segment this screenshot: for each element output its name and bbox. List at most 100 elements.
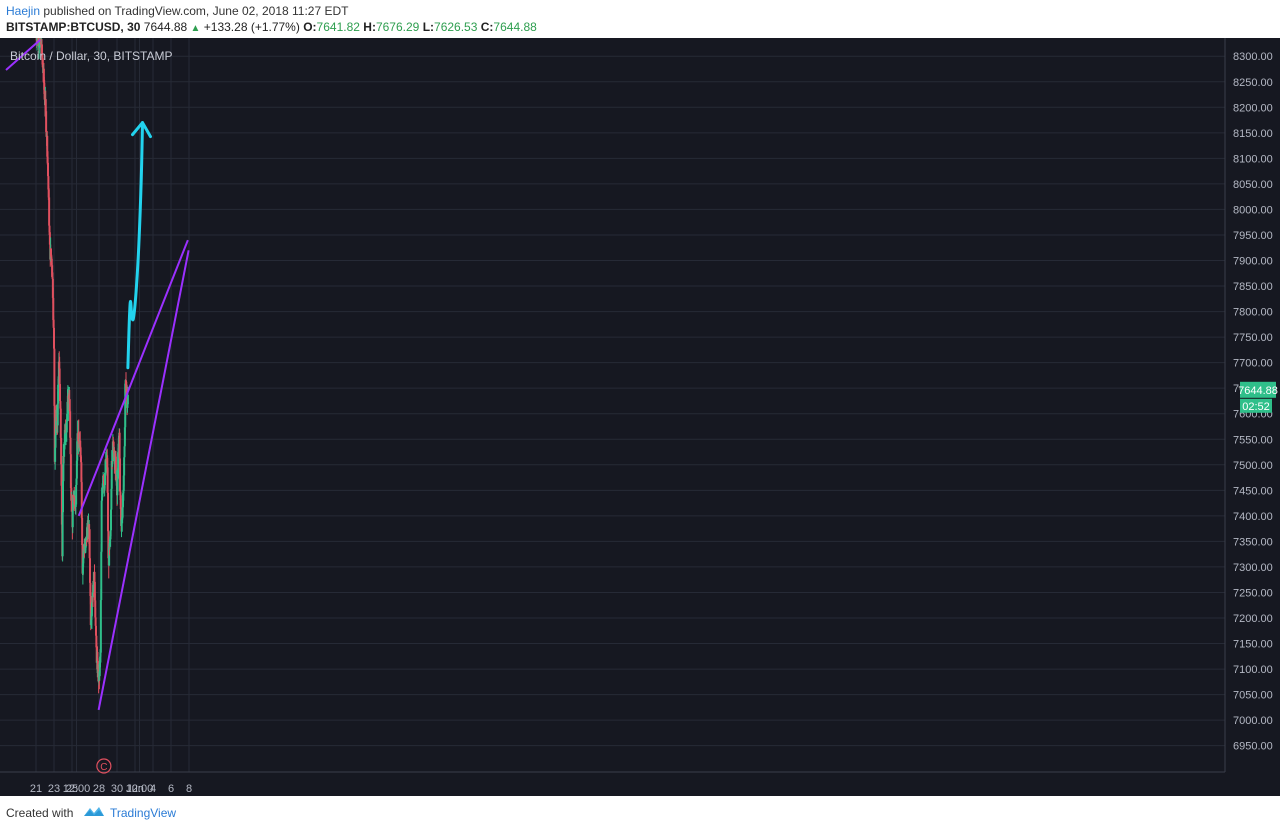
candle-body (107, 531, 110, 559)
candle-body (100, 500, 103, 552)
chart-footer: Created with TradingView (0, 796, 1280, 829)
countdown-tag (1240, 398, 1272, 413)
arrow-up-icon (131, 121, 152, 139)
candle-body (41, 44, 43, 55)
candle-body (53, 405, 56, 462)
price-tags: 7644.88 02:52 (1238, 381, 1278, 413)
y-tick-label: 8200.00 (1233, 102, 1273, 114)
candle-body (93, 571, 96, 582)
candle-body (52, 297, 55, 321)
candle-body (79, 440, 82, 448)
candle-body (114, 456, 117, 480)
candle-body (42, 68, 45, 83)
candle-body (48, 232, 51, 245)
y-tick-label: 7400.00 (1233, 511, 1273, 523)
candle-body (60, 464, 63, 486)
publish-text: published on TradingView.com, June 02, 2… (43, 4, 349, 18)
candle-body (54, 435, 57, 448)
y-tick-label: 8000.00 (1233, 204, 1273, 216)
y-tick-label: 7300.00 (1233, 562, 1273, 574)
candle-body (60, 437, 63, 465)
candle-body (69, 437, 72, 455)
y-tick-label: 7800.00 (1233, 307, 1273, 319)
y-tick-label: 7900.00 (1233, 256, 1273, 268)
price-chart[interactable]: 6950.00 7000.00 7050.00 7100.00 7150.00 7200.… (0, 23, 1280, 796)
chart-area[interactable]: 6950.00 7000.00 7050.00 7100.00 7150.00 7200.… (0, 23, 1280, 796)
candle-body (62, 481, 64, 513)
candle-body (80, 482, 83, 518)
candle-body (53, 348, 56, 406)
y-tick-label: 7950.00 (1233, 230, 1273, 242)
candle-body (110, 460, 113, 489)
candle-body (117, 452, 120, 479)
y-tick-label: 6950.00 (1233, 741, 1273, 753)
y-tick-label: 7500.00 (1233, 460, 1273, 472)
candle-body (104, 458, 107, 473)
candle-body (48, 225, 51, 233)
candle-body (95, 635, 98, 648)
candle-body (69, 454, 72, 489)
candle-body (75, 460, 78, 479)
y-tick-label: 7350.00 (1233, 536, 1273, 548)
y-tick-label: 8100.00 (1233, 153, 1273, 165)
candle-body (104, 472, 106, 486)
candle-body (68, 399, 71, 412)
candle-body (41, 54, 44, 59)
chart-header: Haejin published on TradingView.com, Jun… (0, 0, 1280, 38)
candle-body (118, 432, 121, 459)
candle-body (88, 529, 91, 559)
tradingview-logo-icon[interactable] (82, 804, 106, 820)
y-tick-label: 8250.00 (1233, 77, 1273, 89)
candle-body (89, 582, 92, 597)
y-tick-label: 7250.00 (1233, 587, 1273, 599)
candle-body (69, 411, 72, 438)
y-tick-label: 7050.00 (1233, 690, 1273, 702)
y-tick-label: 7850.00 (1233, 281, 1273, 293)
ticker-line: BITSTAMP:BTCUSD, 30 7644.88 ▲ +133.28 (+… (6, 20, 537, 34)
candle-body (58, 368, 61, 385)
candle-body (61, 512, 64, 557)
candle-body (116, 478, 119, 496)
candle-body (50, 258, 53, 266)
candle-body (71, 510, 74, 528)
candle-body (80, 462, 83, 483)
x-tick-label: 12:00 (63, 783, 91, 795)
candle-body (123, 457, 126, 476)
candle-body (81, 517, 84, 546)
candle-body (123, 446, 126, 458)
candle-body (108, 539, 111, 547)
candle-body (94, 617, 97, 626)
candle-body (62, 456, 65, 482)
projection-curve (126, 121, 144, 370)
y-tick-label: 7550.00 (1233, 434, 1273, 446)
candle-body (99, 600, 102, 653)
x-tick-label: 4 (150, 783, 156, 795)
y-tick-label: 7100.00 (1233, 664, 1273, 676)
last-price: 7644.88 (143, 20, 188, 34)
x-tick-label: 23 (48, 783, 60, 795)
candle-body (124, 383, 127, 428)
y-tick-label: 7750.00 (1233, 332, 1273, 344)
trendline-wedge-lower (97, 250, 190, 711)
created-with-text: Created with (6, 806, 74, 820)
tradingview-brand[interactable]: TradingView (110, 806, 177, 820)
event-marker-circle (96, 758, 112, 774)
y-tick-label: 7150.00 (1233, 639, 1273, 651)
candle-body (100, 551, 103, 601)
candle-body (53, 327, 55, 349)
high-value: 7676.29 (375, 20, 420, 34)
x-tick-label: Jun (126, 783, 144, 795)
candle-body (44, 99, 47, 112)
candle-body (59, 408, 62, 438)
candle-body (93, 581, 96, 601)
price-change: +133.28 (+1.77%) (203, 20, 300, 34)
symbol-label: BITSTAMP:BTCUSD, 30 (6, 20, 141, 34)
candle-body (91, 602, 94, 608)
candle-body (48, 197, 51, 226)
event-marker: C (96, 758, 112, 774)
y-tick-label: 7700.00 (1233, 358, 1273, 370)
candle-body (110, 488, 113, 510)
event-marker-label: C (100, 762, 107, 773)
author-link[interactable]: Haejin (6, 4, 41, 18)
